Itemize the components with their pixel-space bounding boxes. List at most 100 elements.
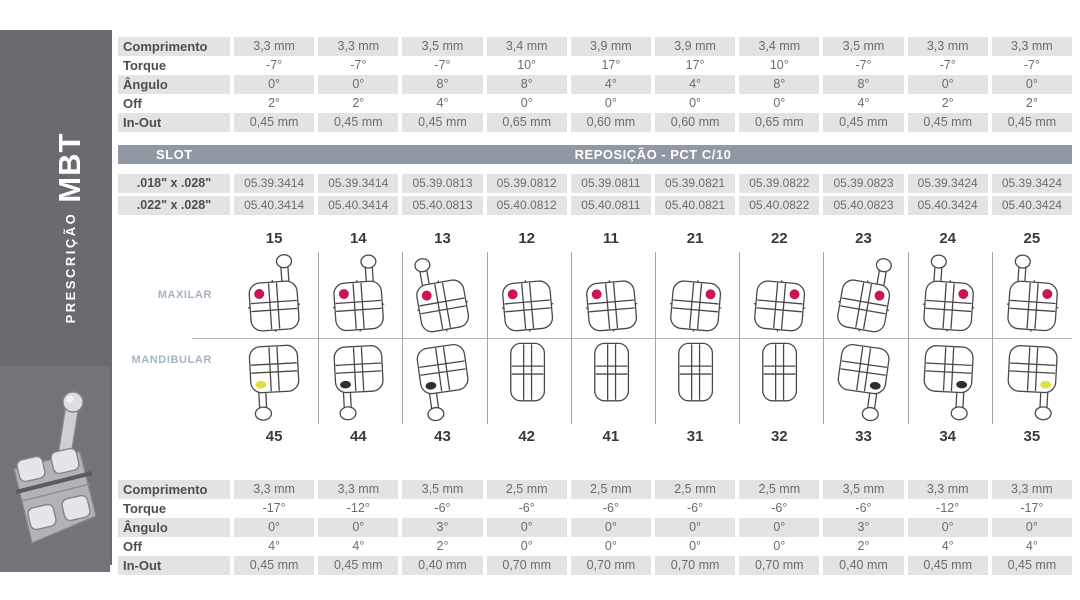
slot-header-label: SLOT [156,147,193,162]
arch-label-mandibular: MANDIBULAR [131,354,212,366]
lower-spec-value: 0° [234,518,315,537]
lower-spec-row: Ângulo 0° 0° 3° 0° 0° 0° 0° 3° 0° 0° [118,518,1072,537]
bracket-icon-43 [417,344,469,422]
lower-spec-value: -6° [434,501,451,515]
bracket-tooth-42 [486,338,567,424]
upper-spec-value: -7° [266,58,283,72]
lower-spec-value: 2,5 mm [654,480,736,499]
upper-spec-value: 17° [601,58,621,72]
lower-spec-value: 0,45 mm [991,556,1072,575]
tooth-number-upper: 12 [518,230,536,247]
lower-spec-row-label: Torque [123,501,167,516]
lower-spec-value: -6° [687,501,704,515]
lower-spec-value: 0° [907,518,988,537]
lower-spec-row-label: Comprimento [118,480,230,499]
bracket-icon-11 [585,280,638,332]
upper-spec-value: 8° [486,75,567,94]
lower-spec-value: 0° [570,518,651,537]
upper-spec-value: -7° [1023,58,1040,72]
lower-spec-value: 0° [739,518,820,537]
product-code: 05.39.3414 [318,174,399,193]
upper-spec-value: 2° [1025,96,1038,110]
lower-spec-value: -12° [346,501,370,515]
bracket-tooth-23 [823,252,903,338]
bracket-icon-22 [754,280,806,332]
lower-spec-value: -6° [855,501,872,515]
upper-spec-value: 10° [517,58,537,72]
lower-spec-value: 2° [857,539,870,553]
product-code: 05.40.3414 [234,196,315,215]
bracket-tooth-21 [654,252,735,338]
bracket-icon-41 [593,342,629,402]
prescription-title-big: MBT [52,132,87,203]
bracket-icon-42 [509,342,545,402]
lower-spec-value: 0° [486,518,567,537]
upper-spec-value: -7° [855,58,872,72]
upper-spec-row-label: In-Out [118,113,230,132]
upper-spec-value: 0° [689,96,702,110]
bracket-icon-44 [333,345,384,421]
tooth-number-lower: 45 [265,428,283,445]
tooth-number-upper: 15 [265,230,283,247]
bracket-icon-24 [922,254,974,332]
lower-spec-value: -6° [771,501,788,515]
tooth-number-lower: 44 [349,428,367,445]
upper-spec-value: 3,5 mm [402,37,483,56]
upper-spec-value: 4° [436,96,449,110]
tooth-number-upper: 11 [602,230,619,247]
upper-spec-value: 8° [823,75,904,94]
lower-spec-value: 3,5 mm [402,480,483,499]
bracket-icon-25 [1006,254,1059,332]
upper-spec-value: 3,9 mm [654,37,736,56]
upper-spec-value: 3,9 mm [570,37,651,56]
lower-spec-value: 3° [823,518,904,537]
lower-spec-value: 2,5 mm [570,480,651,499]
bracket-diagram-area: 15 14 13 12 11 21 22 23 24 25 MAXILAR MANDIBULAR 45 4… [118,226,1072,450]
upper-spec-row: Torque -7° -7° -7° 10° 17° 17° 10° -7° -7° -7° [118,56,1072,75]
upper-spec-row-label: Torque [123,58,167,73]
upper-spec-row-label: Ângulo [118,75,230,94]
upper-spec-value: 3,3 mm [234,37,315,56]
bracket-tooth-41 [570,338,651,424]
lower-spec-value: 3° [402,518,483,537]
upper-spec-row: Ângulo 0° 0° 8° 8° 4° 4° 8° 8° 0° 0° [118,75,1072,94]
arch-label-maxilar: MAXILAR [157,289,212,301]
upper-spec-value: -7° [939,58,956,72]
lower-spec-value: 0,45 mm [907,556,988,575]
lower-spec-value: 0,70 mm [486,556,567,575]
lower-spec-value: 2,5 mm [739,480,820,499]
bracket-photo [0,366,110,572]
product-code: 05.40.3424 [991,196,1072,215]
bracket-tooth-34 [907,338,988,424]
upper-spec-value: 4° [654,75,736,94]
upper-spec-value: 0° [604,96,617,110]
lower-spec-row: In-Out 0,45 mm 0,45 mm 0,40 mm 0,70 mm 0,70 m… [118,556,1072,575]
bracket-tooth-33 [823,338,903,424]
tooth-number-upper: 21 [686,230,704,247]
slot-code-table: .018" x .028" 05.39.3414 05.39.3414 05.39.0… [118,174,1072,215]
tooth-number-upper: 13 [434,230,451,247]
upper-spec-row-label: Comprimento [118,37,230,56]
product-code: 05.39.0812 [486,174,567,193]
bracket-tooth-12 [486,252,567,338]
bracket-icon-34 [923,345,974,421]
lower-spec-value: 4° [941,539,954,553]
upper-spec-value: 0,60 mm [570,113,651,132]
bracket-icon-23 [837,258,893,333]
upper-spec-row-label: Off [123,96,142,111]
upper-spec-value: 0,45 mm [234,113,315,132]
upper-spec-row: Off 2° 2° 4° 0° 0° 0° 0° 4° 2° 2° [118,94,1072,113]
lower-spec-row: Comprimento 3,3 mm 3,3 mm 3,5 mm 2,5 mm 2,5 m… [118,480,1072,499]
upper-spec-value: 2° [352,96,365,110]
upper-spec-value: 0° [991,75,1072,94]
product-code: 05.40.0813 [402,196,483,215]
upper-spec-value: -7° [434,58,451,72]
lower-spec-value: 0° [654,518,736,537]
bracket-icon-31 [678,342,714,402]
bracket-tooth-22 [739,252,819,338]
product-code: 05.39.0811 [570,174,651,193]
upper-spec-value: 8° [739,75,820,94]
upper-spec-value: 3,3 mm [318,37,399,56]
tooth-number-upper: 25 [1023,230,1041,247]
lower-spec-value: 0,70 mm [654,556,736,575]
